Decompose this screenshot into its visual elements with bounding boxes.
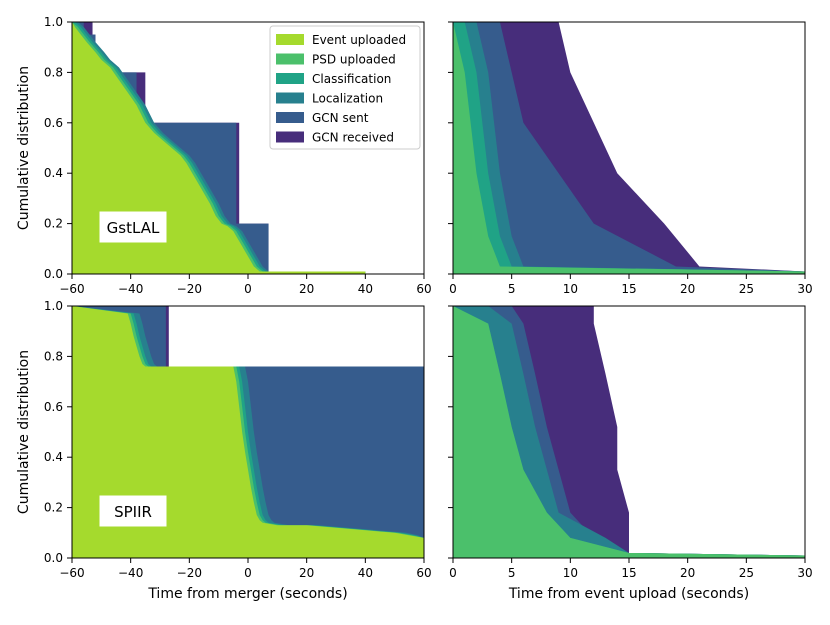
legend-swatch bbox=[276, 53, 304, 65]
series-psd-uploaded bbox=[453, 22, 805, 274]
series-gcn-sent bbox=[453, 22, 805, 274]
series-event-uploaded bbox=[72, 22, 366, 274]
x-tick-label: 20 bbox=[299, 566, 314, 580]
panel-label-box: SPIIR bbox=[99, 495, 167, 527]
panel-label-box: GstLAL bbox=[99, 211, 167, 243]
legend-label: PSD uploaded bbox=[312, 53, 396, 67]
x-tick-label: 15 bbox=[621, 282, 636, 296]
legend-label: Event uploaded bbox=[312, 33, 406, 47]
legend-swatch bbox=[276, 73, 304, 84]
legend-label: GCN sent bbox=[312, 111, 369, 125]
legend: Event uploaded PSD uploaded Classification… bbox=[269, 25, 421, 150]
x-tick-label: 10 bbox=[563, 566, 578, 580]
x-tick-label: 60 bbox=[416, 566, 431, 580]
series-areas bbox=[72, 22, 366, 274]
x-axis-label: Time from merger (seconds) bbox=[147, 586, 347, 602]
y-axis-label-top: Cumulative distribution bbox=[16, 66, 32, 230]
y-tick-label: 0.0 bbox=[44, 551, 63, 565]
x-tick-label: −40 bbox=[118, 566, 143, 580]
x-tick-label: 20 bbox=[680, 566, 695, 580]
x-tick-label: 5 bbox=[508, 566, 516, 580]
x-tick-label: 40 bbox=[358, 566, 373, 580]
y-tick-label: 0.6 bbox=[44, 116, 63, 130]
legend-swatch bbox=[276, 131, 304, 143]
x-tick-label: −20 bbox=[177, 566, 202, 580]
panel-1: −60 −40 −20 0 20 40 60 0.0 0.2 0.4 0.6 0.8 1.0 GstLAL bbox=[44, 15, 432, 296]
x-tick-label: 60 bbox=[416, 282, 431, 296]
x-tick-label: −60 bbox=[59, 566, 84, 580]
x-tick-label: 0 bbox=[449, 566, 457, 580]
legend-swatch bbox=[276, 112, 304, 123]
x-tick-label: 30 bbox=[797, 566, 812, 580]
legend-label: Classification bbox=[312, 72, 391, 86]
panel-label-bg bbox=[99, 495, 167, 527]
x-tick-label: 25 bbox=[739, 566, 754, 580]
x-tick-label: 0 bbox=[244, 282, 252, 296]
panel-label: SPIIR bbox=[114, 503, 152, 521]
x-tick-label: 15 bbox=[621, 566, 636, 580]
x-tick-label: −60 bbox=[59, 282, 84, 296]
legend-box bbox=[269, 25, 421, 150]
x-tick-label: 5 bbox=[508, 282, 516, 296]
x-tick-label: 0 bbox=[244, 566, 252, 580]
x-tick-label: 25 bbox=[739, 282, 754, 296]
y-tick-label: 1.0 bbox=[44, 299, 63, 313]
x-axis-label: Time from event upload (seconds) bbox=[508, 586, 749, 602]
y-tick-label: 0.4 bbox=[44, 166, 63, 180]
y-tick-label: 0.8 bbox=[44, 65, 63, 79]
series-event-uploaded bbox=[72, 306, 424, 558]
series-areas bbox=[453, 22, 805, 274]
x-tick-label: 0 bbox=[449, 282, 457, 296]
y-axis-label-bottom: Cumulative distribution bbox=[16, 350, 32, 514]
y-tick-label: 0.4 bbox=[44, 450, 63, 464]
series-areas bbox=[453, 306, 805, 558]
panel-3: −60 −40 −20 0 20 40 60 0.0 0.2 0.4 0.6 0.8 1.0 Time f… bbox=[44, 299, 432, 602]
panel-label-bg bbox=[99, 211, 167, 243]
y-tick-label: 1.0 bbox=[44, 15, 63, 29]
y-tick-label: 0.8 bbox=[44, 349, 63, 363]
legend-swatch bbox=[276, 92, 304, 104]
y-tick-label: 0.2 bbox=[44, 501, 63, 515]
series-areas bbox=[72, 306, 424, 558]
panel-label: GstLAL bbox=[107, 219, 160, 237]
x-tick-label: 10 bbox=[563, 282, 578, 296]
series-localization bbox=[453, 306, 805, 558]
x-tick-label: −40 bbox=[118, 282, 143, 296]
x-tick-label: 30 bbox=[797, 282, 812, 296]
y-tick-label: 0.6 bbox=[44, 400, 63, 414]
x-tick-label: 20 bbox=[680, 282, 695, 296]
x-tick-label: 20 bbox=[299, 282, 314, 296]
y-tick-label: 0.0 bbox=[44, 267, 63, 281]
panels: −60 −40 −20 0 20 40 60 0.0 0.2 0.4 0.6 0.8 1.0 GstLAL… bbox=[44, 15, 813, 602]
y-tick-label: 0.2 bbox=[44, 217, 63, 231]
legend-label: GCN received bbox=[312, 131, 394, 145]
x-tick-label: −20 bbox=[177, 282, 202, 296]
series-psd-uploaded bbox=[453, 306, 805, 558]
x-tick-label: 40 bbox=[358, 282, 373, 296]
legend-swatch bbox=[276, 34, 304, 45]
legend-label: Localization bbox=[312, 92, 383, 106]
panel-2: 0 5 10 15 20 25 30 bbox=[448, 21, 813, 296]
panel-4: 0 5 10 15 20 25 30 Time from event upload (seco… bbox=[448, 305, 813, 602]
